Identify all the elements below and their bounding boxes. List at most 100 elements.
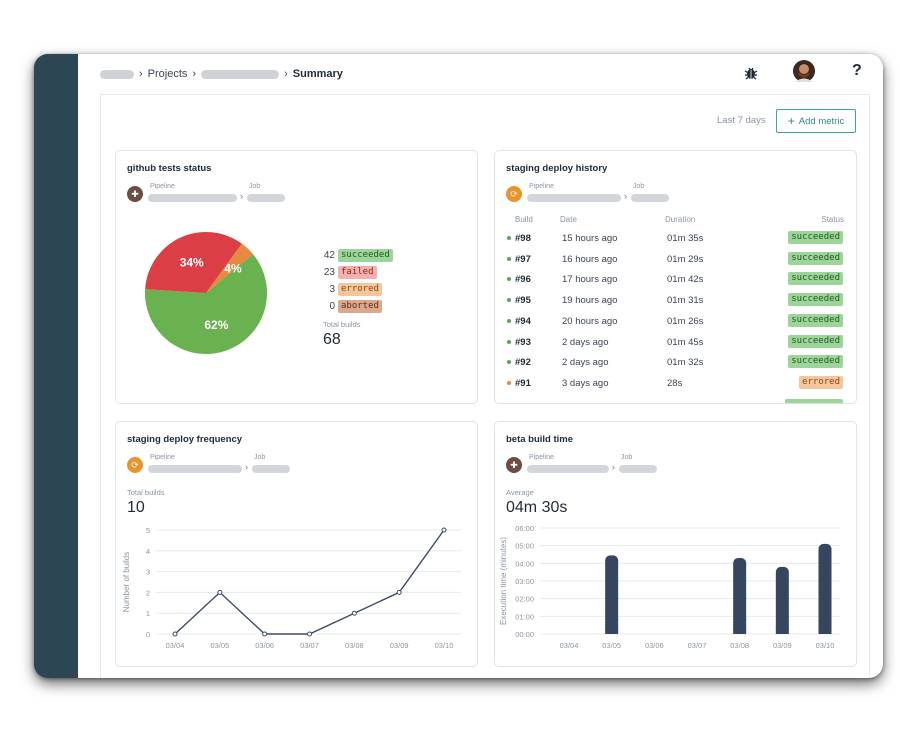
data-point[interactable]	[441, 527, 447, 533]
bar[interactable]	[733, 558, 747, 634]
column-date[interactable]: Date	[560, 215, 577, 224]
deploy-frequency-chart: 0 1 2 3 4 5 Number of builds 03/04 03/05 03/06 03/…	[122, 526, 461, 650]
build-number[interactable]: #98	[515, 233, 531, 244]
column-build[interactable]: Build	[515, 215, 533, 224]
history-row[interactable]: #95 19 hours ago 01m 31s succeeded	[495, 292, 855, 310]
breadcrumb: › Projects › › Summary	[100, 68, 343, 80]
history-row[interactable]: #92 2 days ago 01m 32s succeeded	[495, 354, 855, 372]
bar[interactable]	[775, 566, 789, 634]
data-point[interactable]	[396, 589, 402, 595]
build-number[interactable]: #94	[515, 315, 531, 327]
time-range-selector[interactable]: Last 7 days	[717, 115, 766, 126]
x-tick-label: 03/10	[435, 641, 454, 650]
bar[interactable]	[818, 543, 832, 634]
y-tick-label: 03:00	[515, 577, 534, 586]
series-line	[174, 529, 445, 635]
column-duration[interactable]: Duration	[665, 215, 696, 224]
average-label: Average	[506, 488, 534, 497]
status-dot	[507, 380, 511, 385]
build-duration: 28s	[667, 377, 683, 389]
add-metric-label: Add metric	[798, 115, 845, 127]
status-badge: succeeded	[788, 334, 843, 348]
build-number[interactable]: #93	[515, 336, 531, 348]
y-tick-label: 0	[146, 630, 150, 639]
history-row[interactable]: #97 16 hours ago 01m 29s succeeded	[495, 251, 855, 269]
build-number[interactable]: #96	[515, 274, 531, 286]
x-tick-label: 03/05	[210, 641, 229, 650]
build-date: 3 days ago	[562, 377, 609, 389]
build-duration: 01m 29s	[667, 253, 704, 265]
bug-report-button[interactable]	[744, 65, 758, 86]
bar-base	[733, 628, 747, 634]
pie-slice-label: 34%	[180, 256, 204, 270]
pipeline-job-selector[interactable]: ✚ Pipeline › Job	[506, 453, 806, 477]
job-label: Job	[621, 454, 633, 461]
bar[interactable]	[605, 555, 619, 634]
data-point[interactable]	[262, 631, 268, 637]
build-date: 17 hours ago	[562, 274, 618, 286]
breadcrumb-summary: Summary	[292, 68, 343, 80]
status-dot	[507, 256, 511, 261]
history-row[interactable]: #96 17 hours ago 01m 42s succeeded	[495, 271, 855, 289]
build-number[interactable]: #91	[515, 377, 531, 389]
pipeline-job-selector[interactable]: ⟳ Pipeline › Job	[506, 182, 806, 206]
y-tick-label: 01:00	[515, 612, 534, 621]
breadcrumb-projects[interactable]: Projects	[147, 68, 188, 80]
status-badge-partial	[785, 399, 843, 403]
y-tick-label: 02:00	[515, 595, 534, 604]
build-duration: 01m 26s	[667, 315, 704, 327]
pipeline-job-selector[interactable]: ⟳ Pipeline › Job	[127, 453, 427, 477]
history-row[interactable]: #98 15 hours ago 01m 35s succeeded	[495, 230, 855, 248]
status-badge: succeeded	[338, 248, 393, 262]
pipeline-name-placeholder	[527, 194, 621, 202]
data-point[interactable]	[217, 589, 223, 595]
pipeline-job-selector[interactable]: ✚ Pipeline › Job	[127, 182, 427, 206]
user-avatar[interactable]	[793, 60, 815, 87]
build-number[interactable]: #95	[515, 295, 531, 307]
build-date: 19 hours ago	[562, 295, 618, 307]
pie-slice-succeeded	[145, 254, 267, 354]
build-number[interactable]: #92	[515, 357, 531, 369]
build-time-panel[interactable]: beta build time ✚ Pipeline › Job Average…	[494, 421, 857, 667]
breadcrumb-project[interactable]	[201, 69, 280, 79]
x-tick-label: 03/04	[166, 641, 185, 650]
y-tick-label: 04:00	[515, 559, 534, 568]
deploy-history-panel[interactable]: staging deploy history ⟳ Pipeline › Job …	[494, 150, 857, 404]
deploy-frequency-panel[interactable]: staging deploy frequency ⟳ Pipeline › Jo…	[115, 421, 478, 667]
data-point[interactable]	[351, 610, 357, 616]
pipeline-label: Pipeline	[150, 454, 175, 461]
y-tick-label: 5	[146, 526, 150, 535]
status-dot	[507, 236, 511, 240]
job-name-placeholder	[252, 465, 290, 473]
total-builds-value: 68	[323, 331, 341, 348]
column-status[interactable]: Status	[821, 215, 844, 224]
pipeline-label: Pipeline	[529, 454, 554, 461]
data-point[interactable]	[307, 631, 312, 637]
add-metric-button[interactable]: + Add metric	[776, 109, 856, 133]
status-badge: errored	[338, 282, 382, 296]
build-number[interactable]: #97	[515, 253, 531, 265]
tests-status-panel[interactable]: github tests status ✚ Pipeline › Job 62%…	[115, 150, 478, 404]
job-label: Job	[249, 183, 261, 190]
history-row[interactable]: #91 3 days ago 28s errored	[495, 375, 855, 393]
y-tick-label: 2	[146, 588, 150, 597]
history-row[interactable]: #94 20 hours ago 01m 26s succeeded	[495, 313, 855, 331]
panel-title: staging deploy frequency	[127, 434, 243, 445]
y-tick-label: 06:00	[515, 524, 534, 533]
status-badge: succeeded	[788, 272, 843, 286]
status-dot	[507, 360, 511, 365]
tests-pie-chart: 62% 34% 4%	[145, 232, 267, 354]
y-tick-label: 1	[146, 609, 150, 618]
sync-icon: ⟳	[506, 186, 522, 202]
help-icon[interactable]: ?	[852, 62, 862, 79]
x-tick-label: 03/10	[816, 641, 835, 650]
y-tick-label: 05:00	[515, 542, 534, 551]
average-value: 04m 30s	[506, 499, 568, 516]
data-point[interactable]	[172, 631, 178, 637]
breadcrumb-org[interactable]	[100, 69, 134, 79]
status-dot	[507, 277, 511, 282]
pipeline-label: Pipeline	[529, 183, 554, 190]
legend-item-aborted: 0 aborted	[311, 299, 382, 313]
history-row[interactable]: #93 2 days ago 01m 45s succeeded	[495, 334, 855, 352]
bug-icon	[744, 67, 758, 80]
